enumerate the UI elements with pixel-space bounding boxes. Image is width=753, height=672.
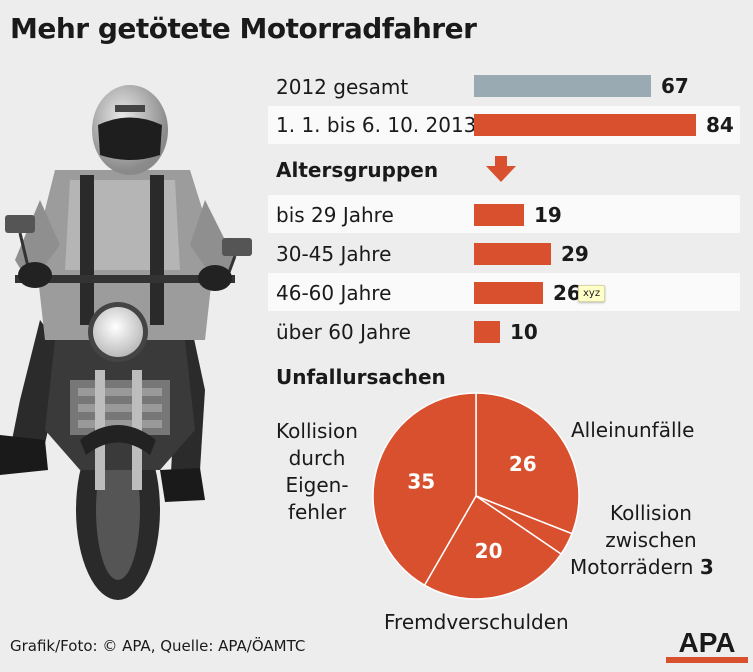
bar-30-45 — [474, 243, 551, 265]
bar-2013 — [474, 114, 696, 136]
bar-value: 10 — [510, 320, 538, 344]
logo-text: APA — [678, 627, 735, 658]
pie-value-label: 20 — [475, 539, 503, 563]
apa-logo: APA — [666, 627, 748, 663]
bar-2012-gesamt — [474, 75, 651, 97]
pie-slice-kollision-eigenfehler — [372, 392, 477, 587]
bar-value: 19 — [534, 203, 562, 227]
pie-slice-fremdverschulden — [423, 494, 563, 600]
bar-value: 67 — [661, 74, 689, 98]
bar-bis-29 — [474, 204, 524, 226]
pie-label-kollision-eigenfehler: Kollision durch Eigen- fehler — [276, 419, 358, 524]
tooltip: xyz — [578, 285, 606, 302]
page-title: Mehr getötete Motorradfahrer — [10, 12, 477, 45]
pie-slice-alleinunfaelle — [475, 392, 580, 535]
row-label: 2012 gesamt — [276, 75, 409, 99]
pie-label-fremdverschulden: Fremdverschulden — [384, 610, 569, 634]
pie-chart: 26 20 35 — [372, 392, 580, 600]
row-label: 30-45 Jahre — [276, 242, 392, 266]
bar-value: 29 — [561, 242, 589, 266]
source-credit: Grafik/Foto: © APA, Quelle: APA/ÖAMTC — [10, 637, 306, 655]
section-title-age: Altersgruppen — [276, 158, 439, 182]
section-title-causes: Unfallursachen — [276, 365, 446, 389]
bar-value: 84 — [706, 113, 734, 137]
bar-value: 26 — [553, 281, 581, 305]
row-label: 1. 1. bis 6. 10. 2013 — [276, 113, 477, 137]
pie-label-alleinunfaelle: Alleinunfälle — [571, 418, 695, 442]
row-label: bis 29 Jahre — [276, 203, 394, 227]
bar-46-60 — [474, 282, 543, 304]
row-label: über 60 Jahre — [276, 320, 411, 344]
pie-label-kollision-zwischen-last: Motorrädern 3 — [570, 555, 714, 579]
bar-ueber-60 — [474, 321, 500, 343]
pie-label-kollision-zwischen: Kollision zwischen — [605, 501, 697, 552]
pie-value-label: 26 — [509, 452, 537, 476]
row-label: 46-60 Jahre — [276, 281, 392, 305]
pie-value-label: 35 — [407, 469, 435, 493]
motorcyclist-photo — [0, 85, 252, 600]
arrow-down-icon — [486, 156, 516, 182]
